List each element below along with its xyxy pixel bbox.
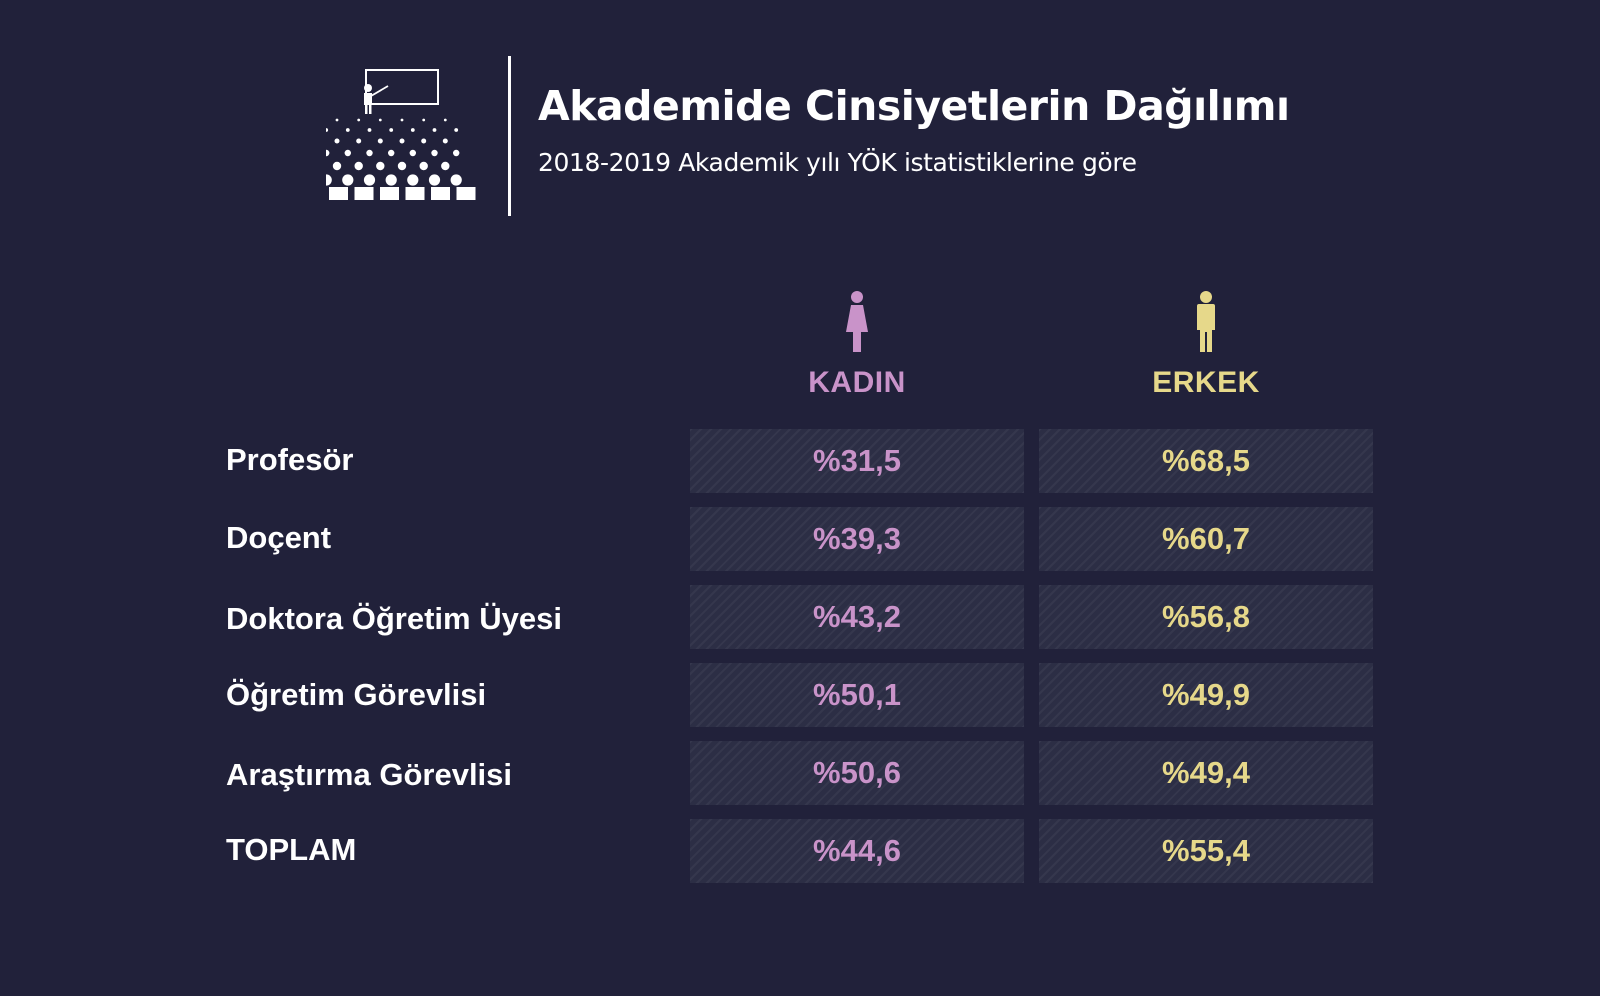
audience-dot [428, 174, 441, 186]
audience-dot [454, 128, 459, 132]
column-label-kadin: KADIN [808, 366, 906, 399]
audience-dot [419, 161, 428, 171]
audience-dot [388, 149, 395, 157]
page-subtitle: 2018-2019 Akademik yılı YÖK istatistikle… [538, 148, 1137, 177]
audience-dot [332, 161, 342, 171]
audience-dot [356, 138, 362, 144]
audience-dot [367, 128, 372, 132]
audience-dot [441, 161, 450, 171]
audience-dot [335, 118, 339, 122]
audience-dot [345, 128, 350, 132]
audience-dot [443, 118, 447, 122]
cell-kadin-ogretim-gorevlisi: %50,1 [690, 663, 1024, 727]
audience-seat [456, 187, 476, 200]
audience-dot [326, 149, 330, 157]
cell-kadin-toplam: %44,6 [690, 819, 1024, 883]
cell-erkek-toplam: %55,4 [1039, 819, 1373, 883]
audience-dot [344, 149, 351, 157]
column-header-erkek: ERKEK [1039, 290, 1373, 400]
audience-dot [378, 118, 382, 122]
audience-seat [405, 187, 425, 200]
audience-dot [366, 149, 373, 157]
cell-kadin-docent: %39,3 [690, 507, 1024, 571]
audience-dot [389, 128, 394, 132]
audience-dot [453, 149, 460, 157]
audience-dot [363, 174, 376, 186]
audience-dot [450, 174, 462, 186]
audience-seat [431, 187, 450, 200]
audience-dot [410, 128, 415, 132]
audience-dot [422, 118, 426, 122]
cell-erkek-doktora-ogretim-uyesi: %56,8 [1039, 585, 1373, 649]
audience-dot [432, 128, 437, 132]
column-header-kadin: KADIN [690, 290, 1024, 400]
cell-kadin-doktora-ogretim-uyesi: %43,2 [690, 585, 1024, 649]
audience-seat [380, 187, 399, 200]
audience-dot [354, 161, 363, 171]
female-person-icon [846, 291, 868, 352]
cell-erkek-arastirma-gorevlisi: %49,4 [1039, 741, 1373, 805]
cell-erkek-ogretim-gorevlisi: %49,9 [1039, 663, 1373, 727]
audience-dot [421, 138, 427, 144]
header-divider [508, 56, 511, 216]
audience-dot [431, 149, 438, 157]
audience-dot [409, 149, 416, 157]
lecture-audience-icon [326, 69, 476, 200]
male-person-icon [1197, 291, 1215, 352]
row-label-arastirma-gorevlisi: Araştırma Görevlisi [226, 757, 513, 792]
cell-kadin-profesor: %31,5 [690, 429, 1024, 493]
audience-dot [397, 161, 407, 171]
row-label-doktora-ogretim-uyesi: Doktora Öğretim Üyesi [226, 601, 562, 636]
cell-erkek-docent: %60,7 [1039, 507, 1373, 571]
audience-dot [326, 128, 329, 132]
audience-dot [334, 138, 340, 144]
audience-dot [399, 138, 405, 144]
column-label-erkek: ERKEK [1152, 366, 1260, 399]
audience-dot [376, 161, 385, 171]
cell-kadin-arastirma-gorevlisi: %50,6 [690, 741, 1024, 805]
row-label-toplam: TOPLAM [226, 832, 357, 867]
audience-dot [357, 118, 361, 122]
row-label-ogretim-gorevlisi: Öğretim Görevlisi [226, 677, 487, 712]
audience-dot [385, 174, 397, 186]
cell-erkek-profesor: %68,5 [1039, 429, 1373, 493]
row-label-profesor: Profesör [226, 442, 354, 477]
audience-dot [407, 174, 419, 186]
page-title: Akademide Cinsiyetlerin Dağılımı [538, 82, 1290, 130]
audience-seat [354, 187, 374, 200]
row-label-docent: Doçent [226, 520, 332, 555]
audience-dot [442, 138, 448, 144]
audience-dot [377, 138, 383, 144]
audience-dot [342, 174, 354, 186]
audience-dot [400, 118, 404, 122]
audience-seat [329, 187, 348, 200]
audience-dot [326, 174, 332, 186]
